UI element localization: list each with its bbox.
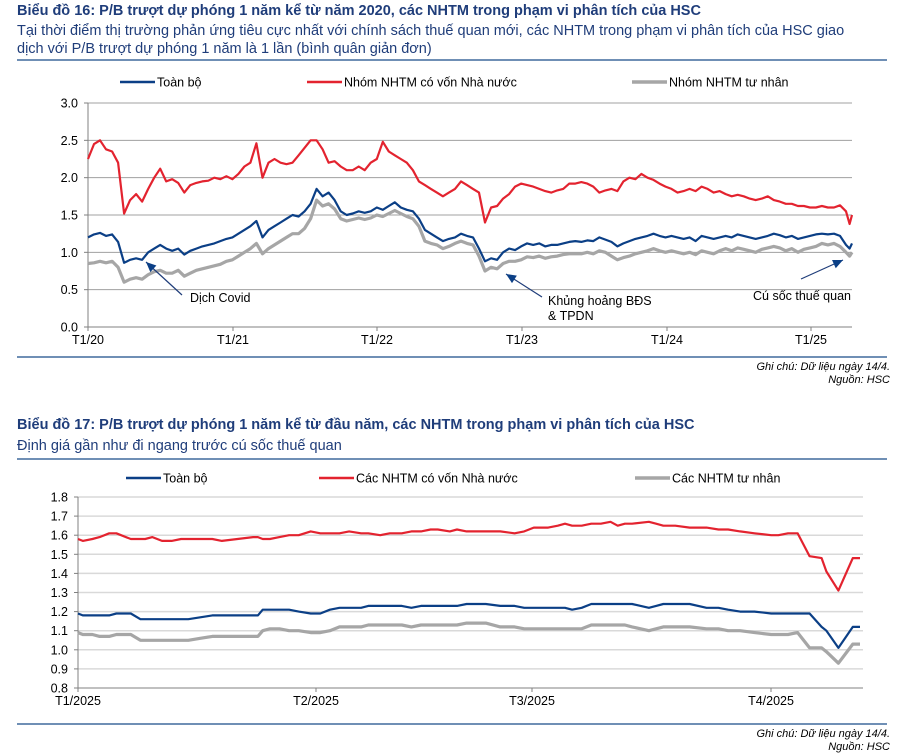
- chart2-subtitle: Định giá gần như đi ngang trước cú sốc t…: [17, 438, 342, 454]
- x-tick-label: T1/24: [651, 333, 683, 347]
- series-line-state: [77, 520, 860, 592]
- chart1-svg: 0.0 0.5 1.0 1.5 2.0 2.5 3.0 T1/20 T1/21 T1/22 T1/2…: [61, 76, 854, 347]
- chart2-note: Ghi chú: Dữ liệu ngày 14/4.: [756, 728, 890, 740]
- legend-label-total: Toàn bộ: [163, 472, 208, 486]
- y-tick-label: 2.0: [61, 171, 78, 185]
- chart2-svg: 0.8 0.9 1.0 1.1 1.2 1.3 1.4 1.5 1.6 1.7 1.8 T1/2025…: [51, 472, 863, 708]
- chart2-header-rule: [17, 458, 887, 460]
- annotation-bds-arrow-head: [506, 274, 517, 284]
- annotation-covid: Dịch Covid: [190, 291, 250, 305]
- y-tick-label: 1.7: [51, 510, 68, 524]
- annotation-bds-line1: Khủng hoảng BĐS: [548, 294, 652, 308]
- y-tick-label: 0.0: [61, 321, 78, 335]
- series-line-private: [87, 198, 854, 284]
- x-tick-label: T1/21: [217, 333, 249, 347]
- y-tick-label: 0.9: [51, 662, 68, 676]
- y-tick-label: 0.5: [61, 283, 78, 297]
- legend-label-state: Các NHTM có vốn Nhà nước: [356, 472, 518, 486]
- annotation-bds-line2: & TPDN: [548, 309, 594, 323]
- series-line-state: [86, 139, 854, 226]
- annotation-covid-arrow-head: [146, 262, 157, 273]
- legend-label-total: Toàn bộ: [157, 76, 202, 90]
- y-tick-label: 1.5: [51, 548, 68, 562]
- y-tick-label: 0.8: [51, 682, 68, 696]
- y-tick-label: 1.0: [51, 643, 68, 657]
- y-tick-label: 1.6: [51, 529, 68, 543]
- annotation-tariff-arrow-head: [832, 260, 843, 269]
- series-line-private: [77, 621, 860, 665]
- x-tick-label: T2/2025: [293, 694, 339, 708]
- x-tick-label: T4/2025: [748, 694, 794, 708]
- chart1-subtitle-line2: dịch với P/B trượt dự phóng 1 năm là 1 l…: [17, 41, 432, 57]
- y-tick-label: 3.0: [61, 97, 78, 111]
- x-tick-label: T1/2025: [55, 694, 101, 708]
- chart1-title: Biểu đồ 16: P/B trượt dự phóng 1 năm kể …: [17, 3, 701, 19]
- chart2-footer-rule: [17, 723, 887, 725]
- chart2-source: Nguồn: HSC: [828, 741, 890, 753]
- x-tick-label: T1/22: [361, 333, 393, 347]
- y-tick-label: 1.3: [51, 586, 68, 600]
- x-tick-label: T1/20: [72, 333, 104, 347]
- chart1-header-rule: [17, 59, 887, 61]
- x-tick-label: T1/25: [795, 333, 827, 347]
- legend-label-private: Nhóm NHTM tư nhân: [669, 76, 789, 90]
- y-tick-label: 1.8: [51, 491, 68, 505]
- legend-label-private: Các NHTM tư nhân: [672, 472, 780, 486]
- series-line-total: [87, 187, 853, 264]
- y-tick-label: 1.0: [61, 246, 78, 260]
- x-tick-label: T3/2025: [509, 694, 555, 708]
- legend-label-state: Nhóm NHTM có vốn Nhà nước: [344, 76, 517, 90]
- y-tick-label: 1.2: [51, 605, 68, 619]
- y-tick-label: 1.1: [51, 624, 68, 638]
- chart1-note: Ghi chú: Dữ liệu ngày 14/4.: [756, 361, 890, 373]
- chart1-source: Nguồn: HSC: [828, 374, 890, 386]
- x-tick-label: T1/23: [506, 333, 538, 347]
- y-tick-label: 1.5: [61, 209, 78, 223]
- series-line-total: [77, 602, 860, 650]
- chart1-subtitle-line1: Tại thời điểm thị trường phản ứng tiêu c…: [17, 23, 845, 39]
- y-tick-label: 1.4: [51, 567, 68, 581]
- y-tick-label: 2.5: [61, 134, 78, 148]
- chart1-footer-rule: [17, 356, 887, 358]
- annotation-tariff: Cú sốc thuế quan: [753, 289, 851, 303]
- chart2-title: Biểu đồ 17: P/B trượt dự phóng 1 năm kể …: [17, 417, 695, 433]
